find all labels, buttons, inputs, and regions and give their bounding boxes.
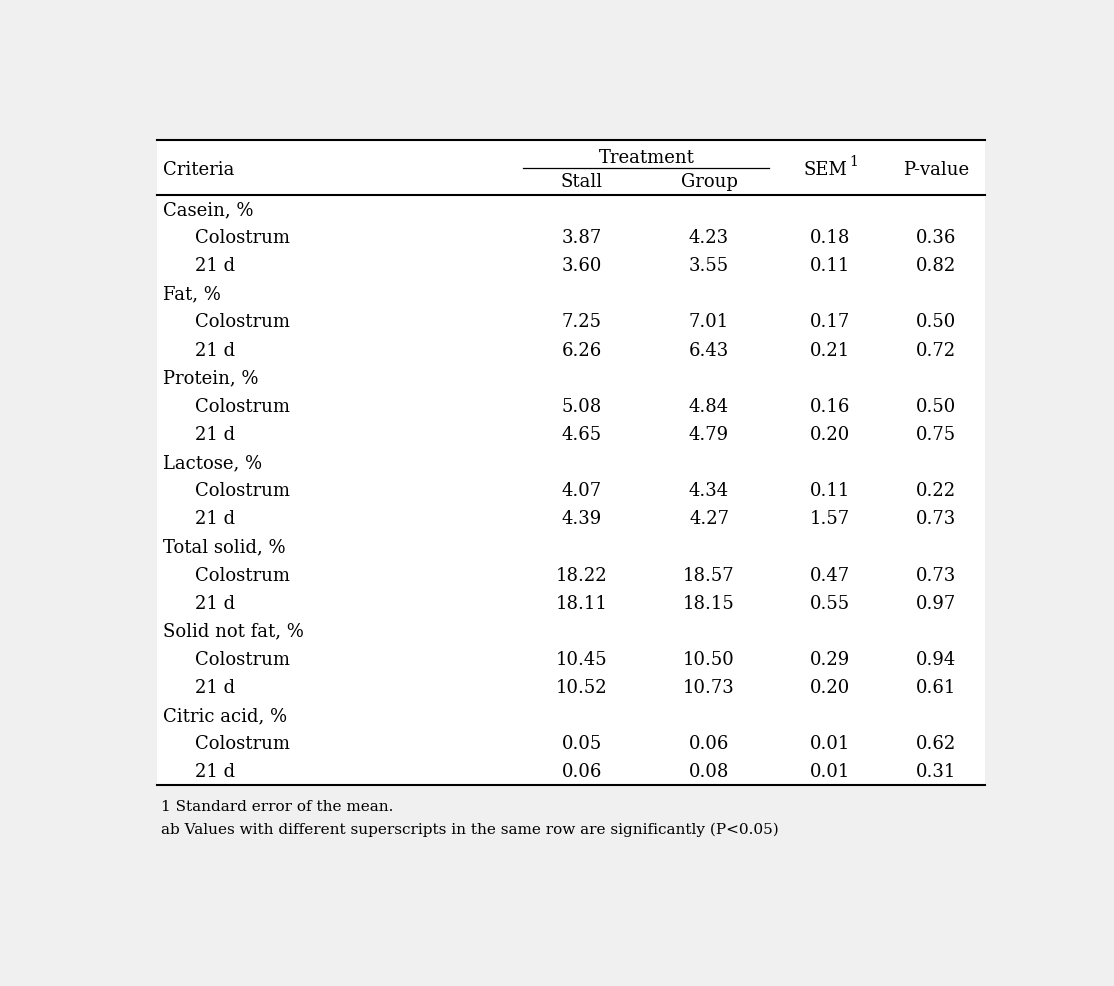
Text: 10.52: 10.52	[556, 678, 607, 696]
Text: 0.21: 0.21	[810, 341, 850, 359]
Text: 0.17: 0.17	[810, 314, 850, 331]
Text: 18.11: 18.11	[556, 595, 607, 612]
Text: 0.01: 0.01	[810, 735, 850, 752]
Text: 0.06: 0.06	[688, 735, 730, 752]
Text: 21 d: 21 d	[195, 426, 235, 444]
Text: 4.79: 4.79	[688, 426, 730, 444]
Text: P-value: P-value	[902, 161, 969, 178]
Text: 0.47: 0.47	[810, 566, 850, 584]
Text: 0.06: 0.06	[561, 762, 602, 781]
Text: 21 d: 21 d	[195, 341, 235, 359]
Text: 18.15: 18.15	[683, 595, 735, 612]
Text: 0.29: 0.29	[810, 651, 850, 669]
Text: Colostrum: Colostrum	[195, 229, 291, 246]
Text: 21 d: 21 d	[195, 595, 235, 612]
Text: ab Values with different superscripts in the same row are significantly (P<0.05): ab Values with different superscripts in…	[160, 822, 779, 836]
Text: Protein, %: Protein, %	[164, 370, 258, 387]
Text: 21 d: 21 d	[195, 762, 235, 781]
Text: 5.08: 5.08	[561, 397, 602, 415]
Text: 4.23: 4.23	[688, 229, 730, 246]
Text: Colostrum: Colostrum	[195, 566, 291, 584]
Text: 0.11: 0.11	[810, 482, 850, 500]
Text: 10.45: 10.45	[556, 651, 607, 669]
Text: 0.31: 0.31	[916, 762, 956, 781]
Text: 0.20: 0.20	[810, 678, 850, 696]
Text: 18.57: 18.57	[683, 566, 735, 584]
Text: 0.22: 0.22	[916, 482, 956, 500]
Text: SEM: SEM	[803, 161, 848, 178]
Text: 21 d: 21 d	[195, 257, 235, 275]
Text: 3.87: 3.87	[561, 229, 602, 246]
Text: 0.18: 0.18	[810, 229, 850, 246]
Text: 0.11: 0.11	[810, 257, 850, 275]
Text: 0.73: 0.73	[916, 510, 956, 528]
Bar	[156, 141, 986, 786]
Text: Stall: Stall	[560, 174, 603, 191]
Text: 4.34: 4.34	[688, 482, 730, 500]
Text: 3.55: 3.55	[688, 257, 730, 275]
Text: 0.61: 0.61	[916, 678, 956, 696]
Text: 6.26: 6.26	[561, 341, 602, 359]
Text: Treatment: Treatment	[598, 149, 694, 167]
Text: 0.05: 0.05	[561, 735, 602, 752]
Text: 21 d: 21 d	[195, 678, 235, 696]
Text: 1: 1	[849, 155, 858, 169]
Text: Colostrum: Colostrum	[195, 314, 291, 331]
Text: 0.62: 0.62	[916, 735, 956, 752]
Text: 0.97: 0.97	[916, 595, 956, 612]
Text: Solid not fat, %: Solid not fat, %	[164, 622, 304, 640]
Text: 4.84: 4.84	[688, 397, 730, 415]
Text: 0.73: 0.73	[916, 566, 956, 584]
Text: Total solid, %: Total solid, %	[164, 538, 286, 556]
Text: 0.50: 0.50	[916, 314, 956, 331]
Text: 4.39: 4.39	[561, 510, 602, 528]
Text: 21 d: 21 d	[195, 510, 235, 528]
Text: Citric acid, %: Citric acid, %	[164, 706, 287, 725]
Text: Colostrum: Colostrum	[195, 397, 291, 415]
Text: Group: Group	[681, 174, 737, 191]
Text: 0.16: 0.16	[810, 397, 850, 415]
Text: 0.01: 0.01	[810, 762, 850, 781]
Text: 6.43: 6.43	[688, 341, 730, 359]
Text: 1.57: 1.57	[810, 510, 850, 528]
Text: Fat, %: Fat, %	[164, 285, 222, 303]
Text: 0.20: 0.20	[810, 426, 850, 444]
Text: 0.08: 0.08	[688, 762, 730, 781]
Text: 0.82: 0.82	[916, 257, 956, 275]
Text: 0.36: 0.36	[916, 229, 956, 246]
Text: 0.50: 0.50	[916, 397, 956, 415]
Text: 1 Standard error of the mean.: 1 Standard error of the mean.	[160, 800, 393, 813]
Text: 4.07: 4.07	[561, 482, 602, 500]
Text: 7.25: 7.25	[561, 314, 602, 331]
Text: 4.27: 4.27	[690, 510, 729, 528]
Text: 3.60: 3.60	[561, 257, 602, 275]
Text: 0.72: 0.72	[916, 341, 956, 359]
Text: 0.75: 0.75	[916, 426, 956, 444]
Text: 18.22: 18.22	[556, 566, 607, 584]
Text: 0.94: 0.94	[916, 651, 956, 669]
Text: 7.01: 7.01	[688, 314, 730, 331]
Text: Colostrum: Colostrum	[195, 651, 291, 669]
Text: Casein, %: Casein, %	[164, 201, 254, 219]
Text: Colostrum: Colostrum	[195, 735, 291, 752]
Text: Criteria: Criteria	[164, 161, 235, 178]
Text: 10.73: 10.73	[683, 678, 735, 696]
Text: 4.65: 4.65	[561, 426, 602, 444]
Text: Colostrum: Colostrum	[195, 482, 291, 500]
Text: Lactose, %: Lactose, %	[164, 454, 263, 471]
Text: 10.50: 10.50	[683, 651, 735, 669]
Text: 0.55: 0.55	[810, 595, 850, 612]
